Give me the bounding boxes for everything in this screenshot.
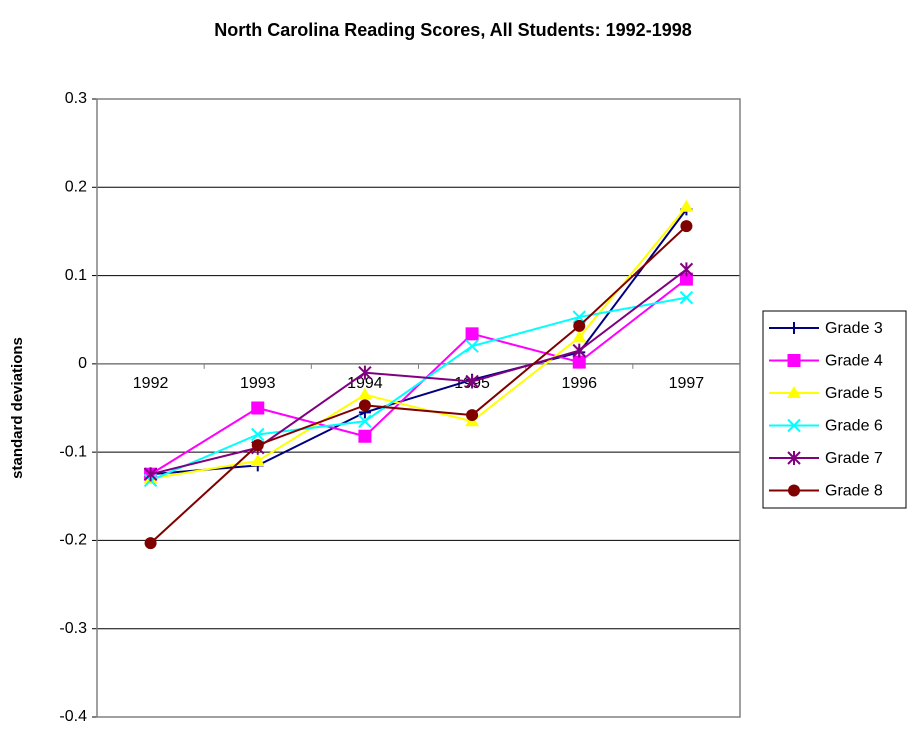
marker — [572, 343, 586, 358]
marker — [788, 484, 800, 497]
marker — [144, 537, 157, 550]
marker — [679, 262, 694, 277]
marker — [465, 339, 479, 353]
legend-label: Grade 6 — [825, 418, 883, 435]
y-tick-label: 0.1 — [65, 267, 87, 284]
series-line — [150, 296, 687, 482]
marker — [573, 319, 586, 332]
series-line — [150, 208, 688, 476]
legend-label: Grade 3 — [825, 320, 883, 337]
y-tick-label: 0.2 — [65, 179, 87, 196]
series-line — [150, 278, 688, 476]
y-tick-label: 0 — [78, 355, 87, 372]
y-tick-label: 0.3 — [65, 90, 87, 107]
marker — [572, 330, 587, 343]
chart-title: North Carolina Reading Scores, All Stude… — [214, 20, 691, 40]
marker — [572, 355, 586, 369]
marker — [250, 453, 265, 466]
plot-border — [96, 98, 741, 718]
marker — [143, 467, 158, 482]
marker — [679, 290, 694, 305]
marker — [251, 439, 264, 452]
series-line — [150, 206, 688, 480]
marker — [787, 354, 801, 367]
marker — [787, 418, 801, 433]
y-tick-label: -0.2 — [59, 532, 87, 549]
y-tick-label: -0.1 — [59, 443, 87, 460]
y-tick-label: -0.3 — [59, 620, 87, 637]
y-tick-label: -0.4 — [59, 708, 87, 725]
x-tick-label: 1993 — [240, 375, 276, 392]
x-tick-label: 1996 — [561, 375, 597, 392]
marker — [358, 414, 372, 428]
legend-label: Grade 4 — [825, 353, 883, 370]
marker — [465, 327, 479, 341]
legend-label: Grade 5 — [825, 385, 883, 402]
legend-label: Grade 8 — [825, 483, 883, 500]
y-axis-title: standard deviations — [9, 337, 26, 479]
marker — [251, 427, 265, 442]
marker — [788, 322, 800, 334]
marker — [787, 451, 801, 465]
marker — [358, 399, 371, 412]
marker — [680, 220, 693, 233]
marker — [251, 401, 265, 415]
marker — [357, 387, 372, 400]
series-line — [150, 268, 688, 476]
legend-label: Grade 7 — [825, 450, 883, 467]
marker — [358, 429, 372, 443]
x-tick-label: 1992 — [133, 375, 169, 392]
marker — [466, 409, 479, 422]
marker — [787, 386, 801, 398]
marker — [679, 199, 694, 212]
legend-box — [762, 310, 907, 509]
x-tick-label: 1997 — [669, 375, 705, 392]
series-line — [149, 225, 688, 544]
marker — [465, 374, 479, 389]
marker — [358, 365, 372, 380]
